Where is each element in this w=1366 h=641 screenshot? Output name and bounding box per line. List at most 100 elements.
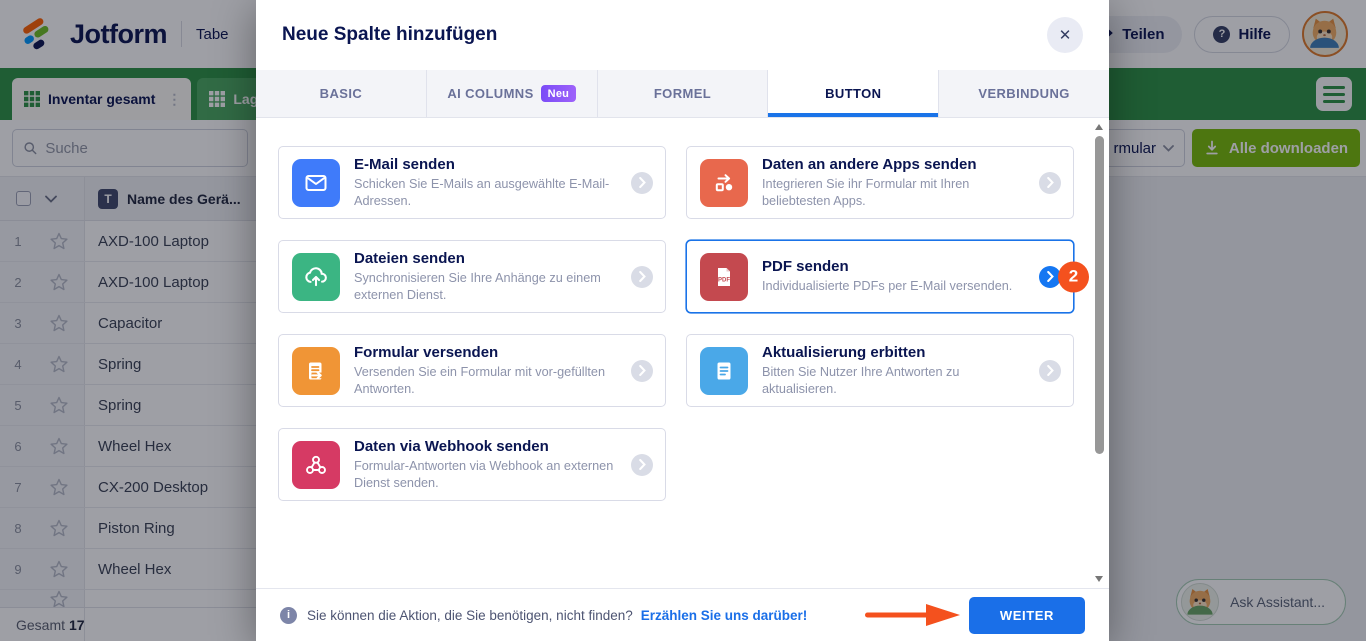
modal-content: E-Mail senden Schicken Sie E-Mails an au… [256, 118, 1109, 588]
tab-ai-columns[interactable]: AI COLUMNS Neu [427, 70, 598, 117]
row-number: 3 [14, 315, 22, 331]
sheet-tab-inventar-gesamt[interactable]: Inventar gesamt ⋮ [12, 78, 192, 120]
cell-name[interactable]: AXD-100 Laptop [98, 273, 209, 291]
download-all-label: Alle downloaden [1228, 139, 1349, 157]
card-title: PDF senden [762, 258, 849, 276]
scroll-up-arrow-icon[interactable] [1095, 124, 1103, 130]
row-number: 2 [14, 274, 22, 290]
tab-formel[interactable]: FORMEL [598, 70, 769, 117]
card-desc: Synchronisieren Sie Ihre Anhänge zu eine… [354, 270, 601, 302]
tab-button[interactable]: BUTTON [768, 70, 940, 117]
svg-text:PDF: PDF [718, 277, 730, 283]
star-icon[interactable] [50, 519, 68, 537]
cell-name[interactable]: Spring [98, 355, 142, 373]
cell-name[interactable]: Piston Ring [98, 519, 175, 537]
row-number: 8 [14, 520, 22, 536]
text-column-type-icon: T [98, 188, 118, 209]
user-avatar[interactable] [1302, 11, 1348, 57]
cell-name[interactable]: AXD-100 Laptop [98, 232, 209, 250]
card-title: Formular versenden [354, 343, 499, 361]
tell-us-link[interactable]: Erzählen Sie uns darüber! [640, 607, 808, 623]
jotform-logo[interactable]: Jotform [18, 14, 168, 54]
step-2-annotation-badge: 2 [1058, 261, 1089, 292]
row-number: 7 [14, 479, 22, 495]
card-desc: Bitten Sie Nutzer Ihre Antworten zu aktu… [762, 364, 960, 396]
footer-question: Sie können die Aktion, die Sie benötigen… [307, 607, 633, 623]
download-all-button[interactable]: Alle downloaden [1192, 129, 1360, 167]
search-input[interactable] [45, 139, 237, 157]
cell-name[interactable]: CX-200 Desktop [98, 478, 209, 496]
cell-name[interactable]: Wheel Hex [98, 437, 172, 455]
help-button[interactable]: ? Hilfe [1194, 15, 1290, 53]
star-icon[interactable] [50, 478, 68, 496]
modal-scrollbar[interactable] [1093, 122, 1106, 584]
ask-assistant-button[interactable]: Ask Assistant... [1176, 579, 1346, 625]
tab-options-icon[interactable]: ⋮ [167, 91, 182, 107]
chevron-right-icon [1039, 171, 1061, 194]
cell-name[interactable]: Spring [98, 396, 142, 414]
card-desc: Integrieren Sie ihr Formular mit Ihren b… [762, 176, 970, 208]
download-icon [1206, 140, 1218, 155]
scrollbar-thumb[interactable] [1094, 136, 1104, 454]
chevron-down-icon[interactable] [45, 195, 57, 203]
action-card-email-senden[interactable]: E-Mail senden Schicken Sie E-Mails an au… [278, 146, 666, 219]
close-icon[interactable]: ✕ [1047, 17, 1083, 53]
action-card-daten-an-apps[interactable]: Daten an andere Apps senden Integrieren … [686, 146, 1074, 219]
chevron-right-icon [1039, 265, 1061, 288]
scroll-down-arrow-icon[interactable] [1095, 576, 1103, 582]
modal-title: Neue Spalte hinzufügen [282, 24, 498, 45]
pdf-icon: PDF [700, 252, 748, 301]
chevron-right-icon [631, 453, 653, 476]
row-number: 9 [14, 561, 22, 577]
toolbar-menu-button[interactable] [1316, 77, 1352, 111]
row-number: 1 [14, 233, 22, 249]
weiter-button[interactable]: WEITER [968, 596, 1085, 634]
row-number: 6 [14, 438, 22, 454]
star-icon[interactable] [50, 396, 68, 414]
grid-icon [24, 91, 40, 107]
integration-icon [700, 158, 748, 207]
modal-header: Neue Spalte hinzufügen ✕ [256, 0, 1109, 70]
cell-name[interactable]: Wheel Hex [98, 560, 172, 578]
action-card-webhook-senden[interactable]: Daten via Webhook senden Formular-Antwor… [278, 428, 666, 501]
column-header-name[interactable]: Name des Gerä... [127, 190, 241, 207]
jotform-logo-icon [23, 18, 49, 50]
select-all-checkbox[interactable] [16, 191, 31, 206]
total-value: 17 [69, 616, 85, 633]
card-desc: Versenden Sie ein Formular mit vor-gefül… [354, 364, 606, 396]
cat-avatar-icon [1304, 13, 1345, 54]
tab-basic[interactable]: BASIC [256, 70, 427, 117]
action-card-formular-versenden[interactable]: Formular versenden Versenden Sie ein For… [278, 334, 666, 407]
brand-name: Jotform [70, 18, 168, 49]
action-card-aktualisierung-erbitten[interactable]: Aktualisierung erbitten Bitten Sie Nutze… [686, 334, 1074, 407]
card-desc: Individualisierte PDFs per E-Mail versen… [762, 279, 1013, 294]
star-icon[interactable] [50, 273, 68, 291]
help-label: Hilfe [1238, 25, 1271, 43]
search-box[interactable] [12, 129, 248, 167]
star-icon[interactable] [50, 437, 68, 455]
add-column-modal: Neue Spalte hinzufügen ✕ BASIC AI COLUMN… [256, 0, 1109, 641]
star-icon [50, 590, 68, 607]
cloud-upload-icon [292, 252, 340, 301]
modal-footer: i Sie können die Aktion, die Sie benötig… [256, 588, 1109, 641]
star-icon[interactable] [50, 560, 68, 578]
share-label: Teilen [1122, 25, 1165, 43]
star-icon[interactable] [50, 355, 68, 373]
info-icon: i [280, 606, 297, 624]
chevron-right-icon [631, 265, 653, 288]
chevron-right-icon [1039, 359, 1061, 382]
chevron-down-icon [1163, 144, 1174, 152]
star-icon[interactable] [50, 232, 68, 250]
card-title: Daten via Webhook senden [354, 437, 549, 455]
action-card-pdf-senden[interactable]: PDF PDF senden Individualisierte PDFs pe… [686, 240, 1089, 313]
tab-verbindung[interactable]: VERBINDUNG [978, 86, 1070, 101]
action-card-dateien-senden[interactable]: Dateien senden Synchronisieren Sie Ihre … [278, 240, 666, 313]
mail-icon [292, 158, 340, 207]
chevron-right-icon [631, 171, 653, 194]
form-dropdown-label: rmular [1113, 139, 1156, 157]
card-desc: Schicken Sie E-Mails an ausgewählte E-Ma… [354, 176, 610, 208]
cell-name[interactable]: Capacitor [98, 314, 163, 332]
star-icon[interactable] [50, 314, 68, 332]
row-number: 5 [14, 397, 22, 413]
